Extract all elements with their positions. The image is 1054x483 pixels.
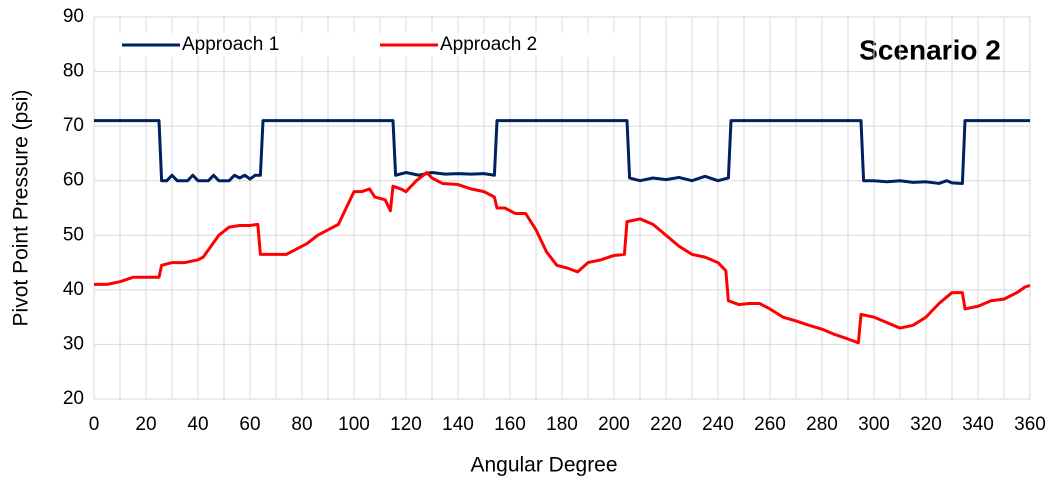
x-tick-label: 180 — [546, 414, 578, 435]
x-tick-label: 240 — [702, 414, 734, 435]
x-axis-label: Angular Degree — [470, 454, 617, 477]
data-line — [94, 119, 1030, 185]
x-tick-label: 300 — [858, 414, 890, 435]
y-tick-label: 90 — [63, 6, 84, 27]
x-tick-label: 60 — [239, 414, 260, 435]
y-tick-label: 40 — [63, 279, 84, 300]
x-tick-label: 0 — [89, 414, 100, 435]
x-tick-label: 40 — [187, 414, 208, 435]
y-tick-label: 20 — [63, 388, 84, 409]
x-tick-label: 260 — [754, 414, 786, 435]
x-tick-label: 200 — [598, 414, 630, 435]
legend-label: Approach 2 — [440, 34, 537, 55]
x-tick-label: 340 — [962, 414, 994, 435]
x-tick-label: 280 — [806, 414, 838, 435]
x-tick-label: 160 — [494, 414, 526, 435]
y-tick-label: 80 — [63, 61, 84, 82]
annotation: Scenario 2 — [859, 34, 1001, 65]
x-tick-label: 320 — [910, 414, 942, 435]
x-tick-label: 80 — [291, 414, 312, 435]
x-tick-label: 360 — [1014, 414, 1046, 435]
x-tick-label: 20 — [135, 414, 156, 435]
y-tick-label: 70 — [63, 115, 84, 136]
x-tick-label: 220 — [650, 414, 682, 435]
x-tick-label: 100 — [338, 414, 370, 435]
y-axis-label: Pivot Point Pressure (psi) — [10, 90, 33, 327]
x-tick-label: 120 — [390, 414, 422, 435]
legend-label: Approach 1 — [182, 34, 279, 55]
data-line — [94, 171, 1031, 345]
y-tick-label: 50 — [63, 224, 84, 245]
y-tick-label: 30 — [63, 333, 84, 354]
y-tick-label: 60 — [63, 170, 84, 191]
plot-frame — [93, 16, 1031, 400]
x-tick-label: 140 — [442, 414, 474, 435]
